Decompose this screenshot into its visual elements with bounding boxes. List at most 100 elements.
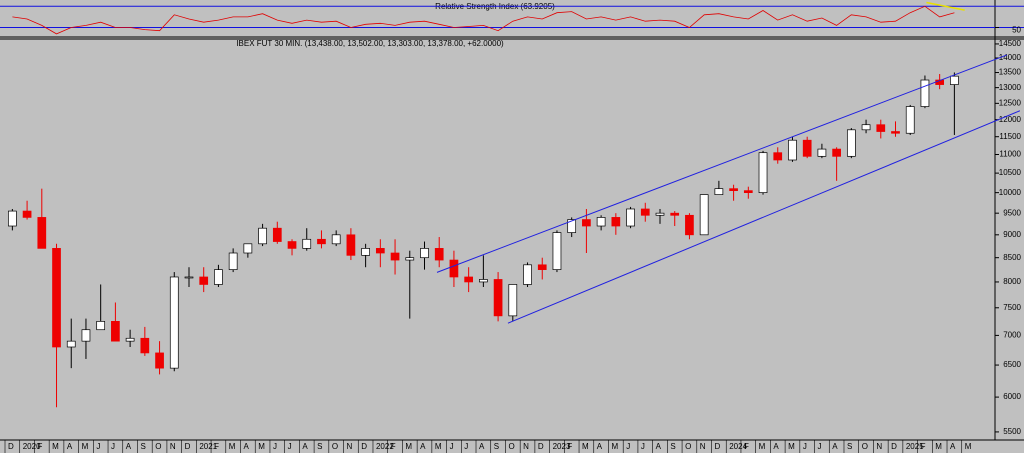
candle-body [640, 208, 650, 216]
candle-body [434, 248, 444, 261]
candle-body [140, 337, 150, 354]
x-tick-label: D [8, 442, 14, 451]
candle-body [22, 210, 32, 218]
x-tick-label: O [862, 442, 868, 451]
y-tick-label: 6000 [1003, 392, 1021, 401]
x-tick-label: M [582, 442, 589, 451]
candle-body [714, 188, 724, 196]
candle-body [552, 232, 562, 270]
x-tick-label: F [37, 442, 42, 451]
candle-body [817, 148, 827, 157]
candle-body [699, 194, 709, 236]
x-tick-label: M [82, 442, 89, 451]
x-tick-label: J [464, 442, 468, 451]
candle-body [390, 252, 400, 261]
x-tick-label: A [773, 442, 779, 451]
candle-body [302, 238, 312, 249]
x-tick-label: J [273, 442, 277, 451]
x-tick-label: M [405, 442, 412, 451]
candle-body [449, 259, 459, 278]
x-tick-label: M [965, 442, 972, 451]
x-tick-label: A [832, 442, 838, 451]
y-tick-label: 10000 [999, 188, 1022, 197]
candle-body [287, 241, 297, 249]
candle-body [802, 139, 812, 157]
y-tick-label: 14500 [999, 39, 1022, 48]
x-tick-label: M [258, 442, 265, 451]
x-tick-label: M [788, 442, 795, 451]
candle-body [420, 248, 429, 259]
x-tick-label: S [847, 442, 852, 451]
x-tick-label: J [818, 442, 822, 451]
x-tick-label: S [140, 442, 145, 451]
candle-body [52, 248, 61, 348]
x-tick-label: F [214, 442, 219, 451]
x-tick-label: D [715, 442, 721, 451]
x-tick-label: O [332, 442, 338, 451]
x-tick-label: D [185, 442, 191, 451]
x-tick-label: S [317, 442, 322, 451]
candle-body [405, 257, 415, 261]
y-tick-label: 5500 [1003, 427, 1021, 436]
y-tick-label: 11000 [999, 150, 1021, 159]
candle-body [81, 329, 91, 342]
x-tick-label: A [597, 442, 603, 451]
candle-body [228, 252, 238, 270]
x-tick-label: 2025 [906, 442, 924, 451]
x-tick-label: N [700, 442, 706, 451]
candle-body [655, 212, 665, 216]
candle-body [861, 124, 871, 131]
candle-body [258, 227, 267, 245]
candle-body [537, 264, 547, 270]
x-tick-label: 2022 [376, 442, 394, 451]
candle-body [891, 131, 900, 134]
x-tick-label: A [479, 442, 485, 451]
x-tick-label: J [288, 442, 292, 451]
x-tick-label: M [611, 442, 618, 451]
candle-body [950, 75, 959, 85]
x-tick-label: A [950, 442, 956, 451]
x-tick-label: 2020 [23, 442, 41, 451]
candle-body [37, 217, 47, 249]
candle-body [96, 321, 106, 331]
candle-body [169, 276, 179, 369]
candle-body [155, 352, 164, 369]
y-tick-label: 13000 [999, 83, 1022, 92]
y-tick-label: 14000 [999, 53, 1022, 62]
x-tick-label: O [685, 442, 691, 451]
candle-body [361, 248, 370, 256]
y-tick-label: 12500 [999, 98, 1022, 107]
candle-body [111, 321, 120, 342]
x-tick-label: F [567, 442, 572, 451]
x-tick-label: M [759, 442, 766, 451]
channel-line [507, 110, 1021, 324]
candle-body [317, 238, 326, 245]
candle-body [788, 139, 797, 161]
x-tick-label: S [494, 442, 499, 451]
y-tick-label: 7000 [1003, 331, 1021, 340]
y-tick-label: 6500 [1003, 360, 1021, 369]
y-tick-label: 50 [1012, 26, 1021, 35]
x-tick-label: J [641, 442, 645, 451]
candle-body [758, 152, 768, 193]
x-tick-label: D [538, 442, 544, 451]
x-tick-label: N [523, 442, 529, 451]
candle-body [626, 208, 635, 227]
candle-body [582, 219, 591, 227]
x-tick-label: A [302, 442, 308, 451]
x-tick-label: D [891, 442, 897, 451]
x-tick-label: N [170, 442, 176, 451]
x-tick-label: J [803, 442, 807, 451]
candle-body [876, 124, 886, 132]
x-tick-label: D [361, 442, 367, 451]
candle-body [596, 217, 606, 227]
x-tick-label: N [347, 442, 353, 451]
candle-body [8, 210, 17, 227]
candle-body [493, 279, 503, 317]
candle-body [331, 234, 341, 245]
x-tick-label: F [744, 442, 749, 451]
candle-body [905, 106, 915, 134]
x-tick-label: 2021 [199, 442, 217, 451]
x-tick-label: O [508, 442, 514, 451]
x-tick-label: F [391, 442, 396, 451]
